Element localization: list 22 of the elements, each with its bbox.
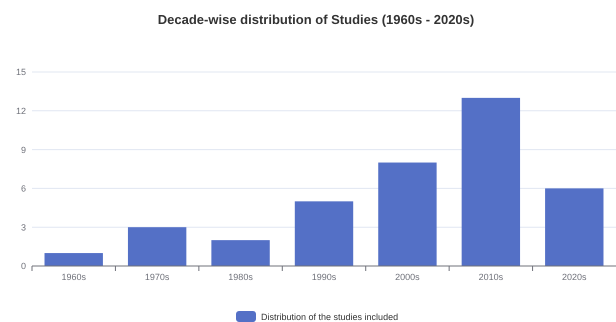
y-tick-label: 3 [20, 222, 26, 232]
bar [128, 227, 186, 266]
bar [294, 201, 354, 266]
bar [545, 188, 604, 266]
chart-title: Decade-wise distribution of Studies (1960s - 2020s) [158, 12, 474, 27]
bar [378, 162, 437, 266]
y-tick-label: 12 [16, 106, 26, 116]
x-tick-label: 2000s [395, 272, 420, 282]
bar [462, 98, 520, 266]
y-tick-label: 15 [16, 67, 26, 78]
x-tick-label: 1980s [228, 272, 254, 282]
x-tick-label: 2010s [478, 272, 504, 282]
y-tick-label: 9 [20, 144, 26, 155]
x-tick-label: 1970s [144, 272, 170, 282]
y-tick-label: 6 [20, 184, 26, 194]
bar [44, 253, 103, 266]
bar [211, 240, 270, 266]
y-tick-label: 0 [20, 261, 26, 272]
legend-label: Distribution of the studies included [261, 312, 398, 322]
x-tick-label: 1960s [61, 272, 86, 282]
x-tick-label: 2020s [562, 272, 588, 282]
x-tick-label: 1990s [312, 272, 337, 282]
